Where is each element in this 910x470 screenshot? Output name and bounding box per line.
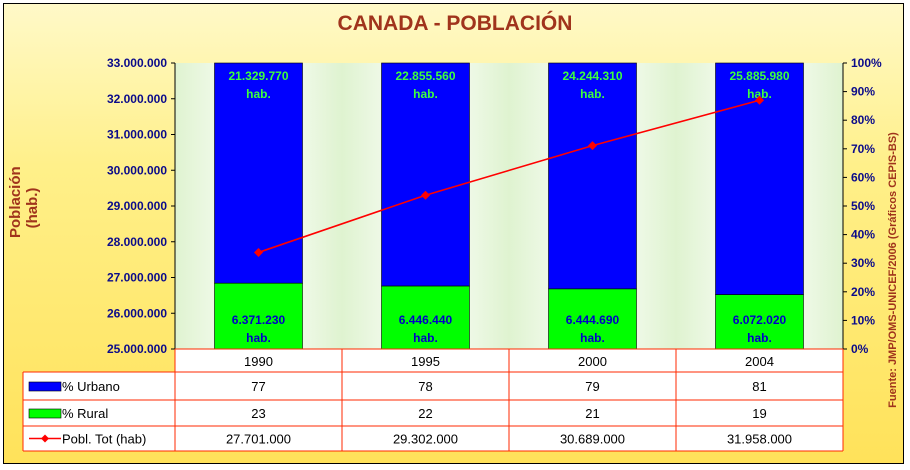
bar-label-rural: 6.446.440 bbox=[399, 313, 453, 327]
y2-tick-label: 70% bbox=[851, 142, 875, 156]
bar-rural bbox=[214, 282, 303, 350]
table-cell: 77 bbox=[251, 379, 265, 394]
table-cell: 30.689.000 bbox=[560, 432, 625, 447]
series-point-total bbox=[588, 141, 597, 151]
y-tick-label: 27.000.000 bbox=[107, 271, 167, 285]
y-tick-label: 33.000.000 bbox=[107, 56, 167, 70]
bar-urbano bbox=[548, 62, 637, 290]
series-point-total bbox=[254, 247, 263, 257]
series-point-total bbox=[755, 95, 764, 105]
x-tick-label: 1995 bbox=[411, 354, 440, 369]
bar-urbano bbox=[381, 62, 470, 287]
legend-key-rural bbox=[28, 408, 62, 419]
bar-label-unit: hab. bbox=[747, 87, 772, 101]
bar-rural bbox=[715, 294, 804, 350]
bar-urbano bbox=[214, 62, 303, 284]
table-cell: 29.302.000 bbox=[393, 432, 458, 447]
bar-label-unit: hab. bbox=[413, 331, 438, 345]
y-tick-label: 29.000.000 bbox=[107, 199, 167, 213]
y-tick-label: 31.000.000 bbox=[107, 128, 167, 142]
y-tick-label: 30.000.000 bbox=[107, 163, 167, 177]
legend-key-total-marker bbox=[41, 434, 49, 443]
bar-label-rural: 6.444.690 bbox=[566, 313, 620, 327]
y2-tick-label: 60% bbox=[851, 170, 875, 184]
y-tick-label: 25.000.000 bbox=[107, 342, 167, 356]
legend-key-urbano bbox=[28, 381, 62, 392]
bar-label-unit: hab. bbox=[580, 87, 605, 101]
table-cell: 81 bbox=[752, 379, 766, 394]
y2-tick-label: 100% bbox=[851, 56, 882, 70]
table-cell: 21 bbox=[585, 406, 599, 421]
bar-label-rural: 6.371.230 bbox=[232, 313, 286, 327]
table-cell: 22 bbox=[418, 406, 432, 421]
bar-label-unit: hab. bbox=[246, 331, 271, 345]
bar-label-urbano: 22.855.560 bbox=[395, 69, 455, 83]
y-tick-label: 28.000.000 bbox=[107, 235, 167, 249]
y-tick-label: 26.000.000 bbox=[107, 306, 167, 320]
table-cell: 23 bbox=[251, 406, 265, 421]
y2-tick-label: 50% bbox=[851, 199, 875, 213]
legend-label: Pobl. Tot (hab) bbox=[62, 432, 146, 447]
legend-label: % Rural bbox=[62, 406, 108, 421]
y2-tick-label: 10% bbox=[851, 313, 875, 327]
table-cell: 31.958.000 bbox=[727, 432, 792, 447]
bar-label-unit: hab. bbox=[246, 87, 271, 101]
bar-label-unit: hab. bbox=[747, 331, 772, 345]
x-tick-label: 2004 bbox=[745, 354, 774, 369]
series-line-total bbox=[258, 99, 760, 254]
bar-rural bbox=[548, 288, 637, 350]
bar-rural bbox=[381, 285, 470, 350]
bar-label-urbano: 25.885.980 bbox=[729, 69, 789, 83]
bar-label-urbano: 21.329.770 bbox=[228, 69, 288, 83]
table-cell: 79 bbox=[585, 379, 599, 394]
y2-tick-label: 90% bbox=[851, 85, 875, 99]
y-tick-label: 32.000.000 bbox=[107, 92, 167, 106]
y2-tick-label: 20% bbox=[851, 285, 875, 299]
x-tick-label: 2000 bbox=[578, 354, 607, 369]
table-cell: 27.701.000 bbox=[226, 432, 291, 447]
table-cell: 19 bbox=[752, 406, 766, 421]
bar-label-rural: 6.072.020 bbox=[733, 313, 787, 327]
bar-label-unit: hab. bbox=[580, 331, 605, 345]
chart-title: CANADA - POBLACIÓN bbox=[337, 12, 573, 35]
y2-tick-label: 80% bbox=[851, 113, 875, 127]
y2-tick-label: 0% bbox=[851, 342, 869, 356]
y2-tick-label: 40% bbox=[851, 228, 875, 242]
y2-tick-label: 30% bbox=[851, 256, 875, 270]
bar-label-unit: hab. bbox=[413, 87, 438, 101]
series-point-total bbox=[421, 190, 430, 200]
bar-label-urbano: 24.244.310 bbox=[562, 69, 622, 83]
legend-label: % Urbano bbox=[62, 379, 120, 394]
table-cell: 78 bbox=[418, 379, 432, 394]
x-tick-label: 1990 bbox=[244, 354, 273, 369]
